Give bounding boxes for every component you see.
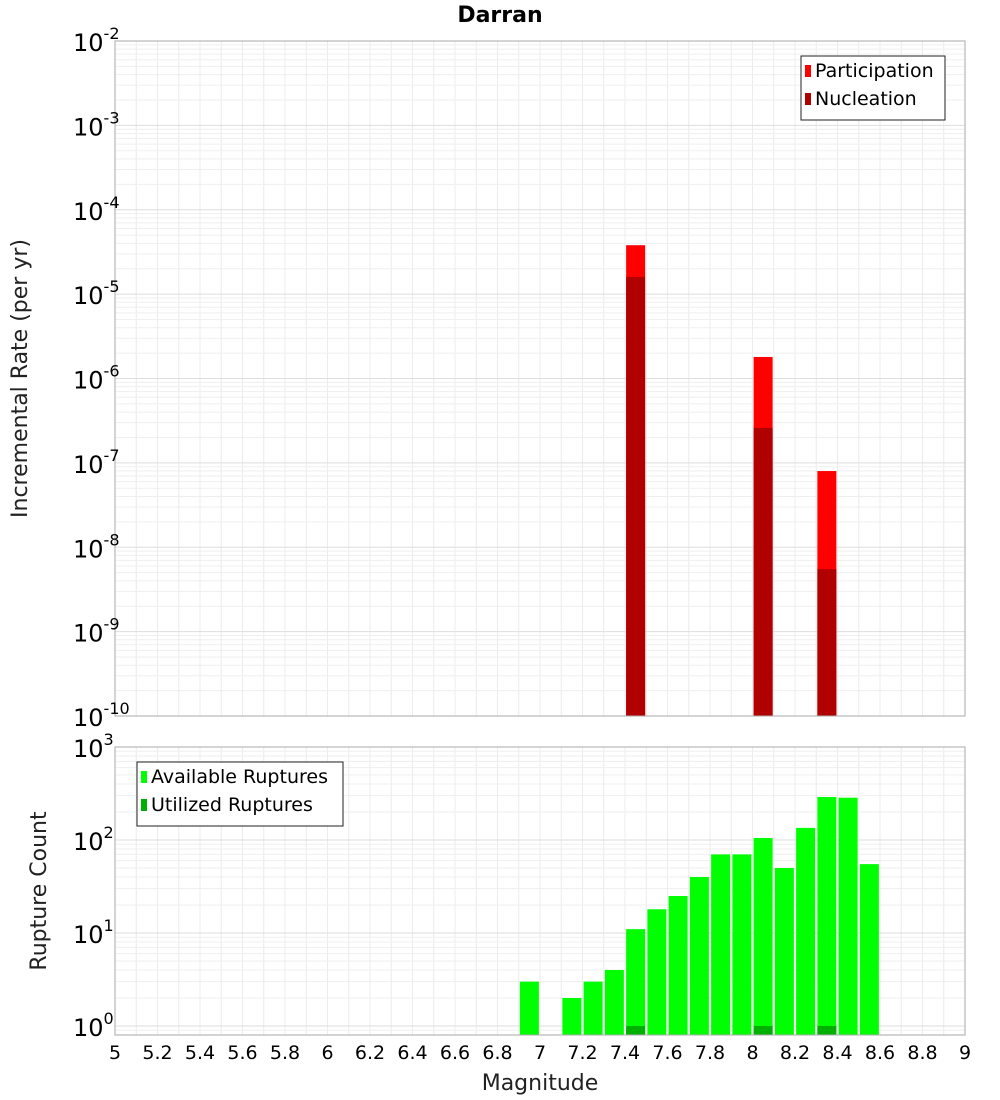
bar-available-ruptures bbox=[711, 854, 731, 1035]
y-tick-label: 10-9 bbox=[73, 615, 120, 648]
x-tick-label: 6 bbox=[321, 1042, 333, 1064]
x-tick-label: 8.2 bbox=[780, 1042, 810, 1064]
legend-label: Participation bbox=[815, 60, 934, 82]
x-tick-label: 7.6 bbox=[652, 1042, 682, 1064]
y-tick-label: 10-7 bbox=[73, 446, 120, 479]
bar-available-ruptures bbox=[668, 895, 688, 1035]
y-tick-label: 102 bbox=[73, 823, 114, 856]
y-tick-label: 101 bbox=[73, 916, 114, 949]
bar-available-ruptures bbox=[753, 838, 773, 1035]
x-tick-label: 5.6 bbox=[227, 1042, 257, 1064]
x-tick-label: 8.8 bbox=[907, 1042, 937, 1064]
legend-box bbox=[800, 55, 946, 121]
x-tick-label: 5.8 bbox=[270, 1042, 300, 1064]
y-axis-label: Rupture Count bbox=[27, 811, 52, 971]
x-tick-label: 6.6 bbox=[440, 1042, 470, 1064]
legend-swatch bbox=[141, 771, 147, 783]
x-tick-label: 6.4 bbox=[397, 1042, 427, 1064]
y-tick-label: 103 bbox=[73, 730, 114, 763]
plot-frame bbox=[114, 40, 966, 717]
x-tick-label: 7 bbox=[534, 1042, 546, 1064]
y-tick-label: 10-3 bbox=[73, 108, 120, 141]
x-tick-label: 5.4 bbox=[185, 1042, 215, 1064]
bar-available-ruptures bbox=[689, 877, 709, 1035]
y-tick-label: 10-6 bbox=[73, 362, 120, 395]
bar-overlay-utilized-ruptures bbox=[626, 1025, 646, 1035]
bar-overlay-utilized-ruptures bbox=[753, 1025, 773, 1035]
bar-available-ruptures bbox=[732, 854, 752, 1035]
bar-overlay-nucleation bbox=[626, 276, 646, 716]
plot-frame bbox=[114, 746, 966, 1036]
bar-overlay-utilized-ruptures bbox=[817, 1025, 837, 1035]
bar-available-ruptures bbox=[626, 929, 646, 1035]
bar-overlay-nucleation bbox=[753, 427, 773, 716]
x-tick-label: 6.2 bbox=[355, 1042, 385, 1064]
y-axis-label: Incremental Rate (per yr) bbox=[8, 239, 33, 518]
bar-overlay-nucleation bbox=[817, 569, 837, 716]
bar-available-ruptures bbox=[817, 796, 837, 1035]
bar-available-ruptures bbox=[774, 867, 794, 1035]
y-tick-label: 100 bbox=[73, 1009, 114, 1042]
y-tick-label: 10-5 bbox=[73, 277, 120, 310]
legend-label: Available Ruptures bbox=[151, 766, 328, 788]
y-tick-label: 10-4 bbox=[73, 193, 120, 226]
x-tick-label: 7.8 bbox=[695, 1042, 725, 1064]
bar-available-ruptures bbox=[838, 797, 858, 1035]
legend-swatch bbox=[141, 799, 147, 811]
x-tick-label: 5.2 bbox=[142, 1042, 172, 1064]
y-tick-label: 10-8 bbox=[73, 530, 120, 563]
x-axis-label: Magnitude bbox=[482, 1071, 599, 1096]
x-tick-label: 6.8 bbox=[482, 1042, 512, 1064]
bar-available-ruptures bbox=[519, 981, 539, 1035]
rupture-count-panel: 100 101 102 103 Rupture Count Available Ruptu… bbox=[27, 730, 971, 1096]
participation-nucleation-panel: Darran 10-10 10-9 10-8 10-7 10-6 10-5 10-4 10-3 1… bbox=[8, 3, 966, 732]
x-tick-label: 7.4 bbox=[610, 1042, 640, 1064]
bar-available-ruptures bbox=[859, 864, 879, 1035]
legend-box bbox=[136, 761, 344, 827]
y-tick-label: 10-2 bbox=[73, 24, 120, 57]
x-tick-label: 8 bbox=[746, 1042, 758, 1064]
y-tick-label: 10-10 bbox=[73, 699, 130, 732]
legend-label: Nucleation bbox=[815, 88, 917, 110]
x-tick-label: 8.4 bbox=[822, 1042, 852, 1064]
x-tick-label: 9 bbox=[959, 1042, 971, 1064]
bar-available-ruptures bbox=[562, 997, 582, 1035]
bar-available-ruptures bbox=[647, 909, 667, 1035]
legend-swatch bbox=[805, 65, 811, 77]
x-tick-label: 7.2 bbox=[567, 1042, 597, 1064]
legend-label: Utilized Ruptures bbox=[151, 794, 313, 816]
bar-available-ruptures bbox=[583, 981, 603, 1035]
bar-available-ruptures bbox=[604, 969, 624, 1035]
legend-swatch bbox=[805, 93, 811, 105]
chart-title: Darran bbox=[457, 3, 542, 28]
x-tick-label: 5 bbox=[109, 1042, 121, 1064]
x-tick-label: 8.6 bbox=[865, 1042, 895, 1064]
bar-available-ruptures bbox=[796, 827, 816, 1035]
